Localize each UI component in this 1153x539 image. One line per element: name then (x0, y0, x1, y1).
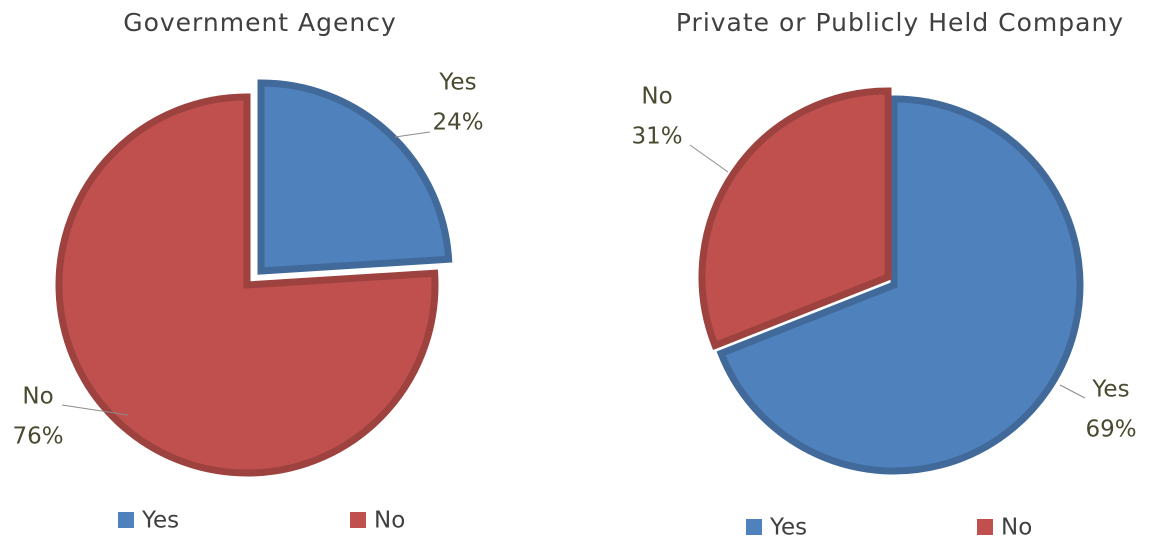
leader-line (394, 131, 431, 138)
leader-line (61, 404, 129, 416)
pie-slice (55, 93, 439, 477)
pie-slice (698, 87, 892, 351)
leader-line (1059, 384, 1086, 399)
data-label-category: Yes (1091, 377, 1129, 403)
data-label-category: No (641, 84, 672, 110)
leader-line (689, 144, 729, 173)
legend-label: Yes (769, 515, 807, 539)
data-label: 24% (432, 110, 483, 136)
data-label-category: Yes (438, 70, 476, 96)
data-label: 31% (631, 124, 682, 150)
pie-slice (716, 95, 1084, 475)
chart-title: Government Agency (123, 8, 397, 37)
data-label-category: No (22, 384, 53, 410)
legend-label: No (374, 508, 405, 534)
legend-label: Yes (141, 508, 179, 534)
legend-swatch (350, 512, 366, 528)
chart-title: Private or Publicly Held Company (676, 8, 1124, 37)
data-label: 76% (12, 424, 63, 450)
legend-swatch (977, 519, 993, 535)
legend-label: No (1001, 515, 1032, 539)
data-label: 69% (1085, 417, 1136, 443)
legend-swatch (746, 519, 762, 535)
pie-slice (257, 79, 453, 275)
legend-swatch (118, 512, 134, 528)
